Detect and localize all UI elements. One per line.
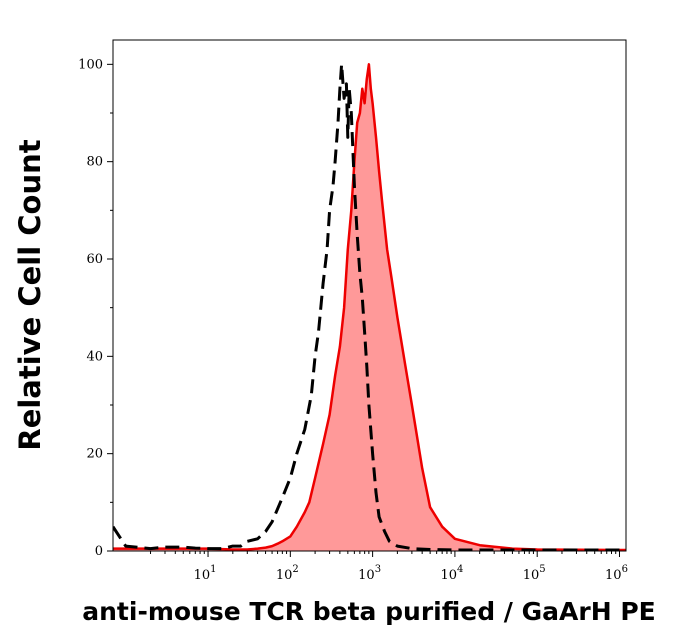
y-axis-title: Relative Cell Count (13, 139, 47, 450)
y-tick-label: 20 (86, 447, 103, 462)
x-tick-label: 104 (440, 564, 463, 583)
y-tick-label: 60 (86, 252, 103, 267)
y-tick-label: 80 (86, 155, 103, 170)
series-area-1 (113, 64, 626, 551)
series-line-0 (113, 62, 626, 551)
x-tick-label: 102 (276, 564, 299, 583)
y-tick-label: 0 (95, 544, 103, 559)
x-axis-title: anti-mouse TCR beta purified / GaArH PE (82, 597, 655, 626)
y-tick-label: 100 (78, 57, 103, 72)
plot-frame (112, 39, 627, 552)
x-tick-label: 101 (194, 564, 217, 583)
axes: 0 20 40 60 80 100 101 102 103 104 105 106 (78, 39, 628, 583)
x-tick-label: 106 (605, 564, 628, 583)
series-line-1 (113, 63, 626, 551)
x-tick-label: 103 (358, 564, 381, 583)
y-tick-label: 40 (86, 349, 103, 364)
plot-area (113, 62, 626, 551)
x-tick-label: 105 (523, 564, 546, 583)
